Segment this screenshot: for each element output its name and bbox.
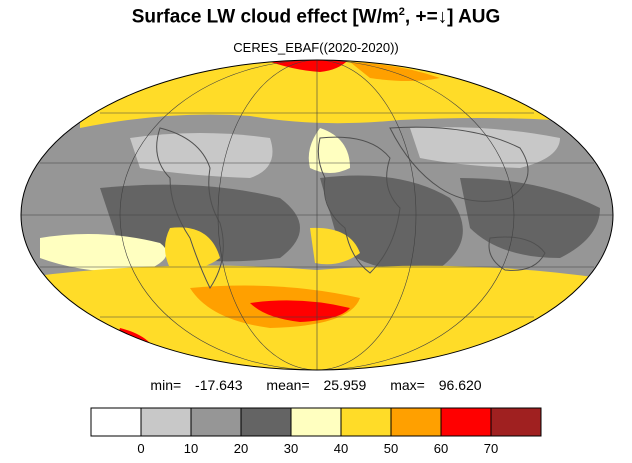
colorbar-swatch (240, 407, 292, 437)
colorbar-swatch (190, 407, 242, 437)
arctic-orange-patch (350, 62, 440, 81)
colorbar-tick-labels: 0 10 20 30 40 50 60 70 (0, 441, 632, 459)
continent-outline-americas (156, 127, 224, 289)
global-map (20, 59, 614, 371)
colorbar-tick-label: 20 (233, 441, 249, 456)
colorbar-swatch (290, 407, 342, 437)
pacific-yellow-band (40, 234, 167, 273)
colorbar-tick-label: 10 (183, 441, 199, 456)
tropical-dark-region-3 (460, 178, 600, 258)
stat-mean: mean= 25.959 (266, 377, 367, 393)
chart-title: Surface LW cloud effect [W/m2, +=↓] AUG (131, 6, 501, 28)
colorbar-tick-label: 0 (137, 441, 145, 456)
stat-min: min= -17.643 (150, 377, 243, 393)
colorbar-swatch (90, 407, 142, 437)
stats-line: min= -17.643 mean= 25.959 max= 96.620 (0, 377, 632, 393)
continent-outline-asia (389, 126, 529, 202)
colorbar-tick-label: 50 (383, 441, 399, 456)
colorbar-swatch (390, 407, 442, 437)
colorbar-swatch (440, 407, 492, 437)
south-america-yellow (165, 227, 220, 270)
colorbar-tick-label: 30 (283, 441, 299, 456)
colorbar-tick-label: 40 (333, 441, 349, 456)
colorbar-swatch (140, 407, 192, 437)
colorbar-tick-label: 70 (483, 441, 499, 456)
south-atlantic-yellow (310, 227, 360, 265)
chart-subtitle: CERES_EBAF((2020-2020)) (233, 40, 399, 55)
colorbar (90, 407, 542, 437)
colorbar-swatch (490, 407, 542, 437)
north-light-region-1 (130, 133, 273, 178)
graticule (21, 60, 613, 370)
stat-max: max= 96.620 (390, 377, 482, 393)
continent-outline-africa-europe (317, 136, 401, 274)
southern-ocean-red (250, 300, 350, 322)
colorbar-swatch (340, 407, 392, 437)
colorbar-tick-label: 60 (433, 441, 449, 456)
north-light-region-2 (410, 127, 560, 168)
globe-border (20, 59, 614, 371)
